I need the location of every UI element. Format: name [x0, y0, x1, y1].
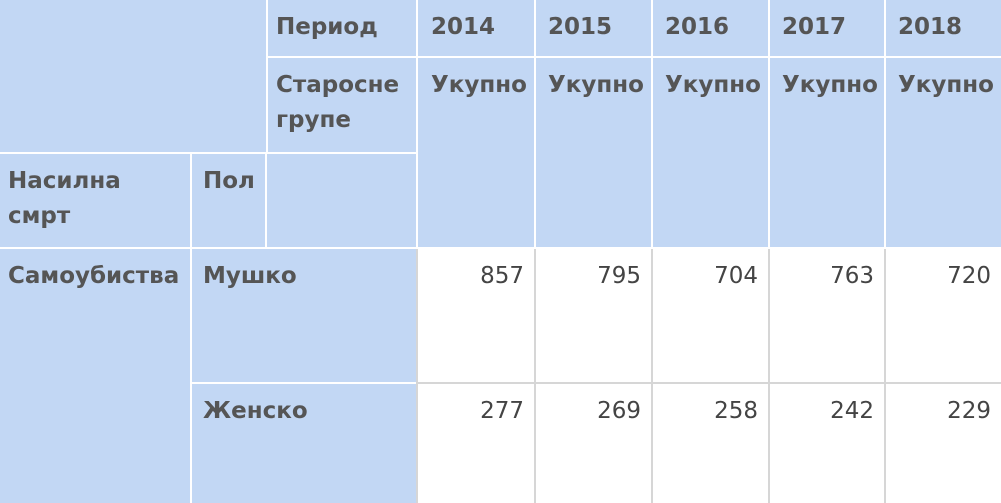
- female-value-2017: 242: [770, 384, 884, 503]
- corner-cell: [0, 0, 266, 152]
- female-value-2018: 229: [886, 384, 1001, 503]
- grid-line: [651, 249, 653, 503]
- grid-line: [417, 382, 1001, 384]
- male-value-2016: 704: [653, 249, 768, 382]
- year-header-2016: 2016: [653, 0, 768, 56]
- age-group-empty-cell: [267, 154, 416, 247]
- male-value-2018: 720: [886, 249, 1001, 382]
- female-value-2015: 269: [536, 384, 651, 503]
- grid-line: [416, 249, 418, 503]
- total-header-2014: Укупно: [418, 58, 534, 247]
- year-header-2014: 2014: [418, 0, 534, 56]
- year-header-2018: 2018: [886, 0, 1001, 56]
- total-header-2016: Укупно: [653, 58, 768, 247]
- category-suicides: Самоубиства: [0, 249, 190, 503]
- grid-line: [534, 249, 536, 503]
- violent-death-header: Насилна смрт: [0, 154, 190, 247]
- sex-header: Пол: [192, 154, 265, 247]
- period-header: Период: [268, 0, 416, 56]
- sex-female: Женско: [192, 384, 416, 503]
- total-header-2015: Укупно: [536, 58, 651, 247]
- sex-male: Мушко: [192, 249, 416, 382]
- grid-line: [768, 249, 770, 503]
- total-header-2017: Укупно: [770, 58, 884, 247]
- male-value-2015: 795: [536, 249, 651, 382]
- year-header-2017: 2017: [770, 0, 884, 56]
- grid-line: [884, 249, 886, 503]
- male-value-2017: 763: [770, 249, 884, 382]
- male-value-2014: 857: [418, 249, 534, 382]
- total-header-2018: Укупно: [886, 58, 1001, 247]
- year-header-2015: 2015: [536, 0, 651, 56]
- age-groups-header: Старосне групе: [268, 58, 416, 152]
- female-value-2014: 277: [418, 384, 534, 503]
- female-value-2016: 258: [653, 384, 768, 503]
